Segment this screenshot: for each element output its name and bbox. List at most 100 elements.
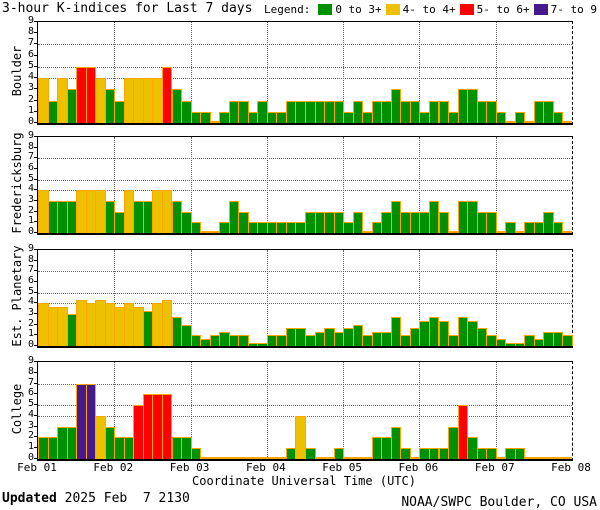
k-bar [247, 457, 258, 459]
day-gridline [114, 137, 116, 233]
y-tick-label: 1 [27, 215, 34, 227]
k-bar [38, 78, 49, 123]
y-tick-label: 6 [27, 162, 34, 173]
k-bar [448, 231, 458, 233]
y-tick-label: 6 [27, 48, 34, 60]
station-label-college: College [10, 383, 24, 434]
k-bar [400, 448, 411, 459]
k-bar [524, 457, 534, 459]
day-gridline [190, 22, 192, 123]
y-tick-label: 1 [27, 441, 34, 453]
legend-item-0: 0 to 3+ [318, 3, 382, 16]
x-tick-label: Feb 02 [93, 461, 134, 474]
threshold-gridline-k7 [38, 44, 572, 46]
k-bar [486, 448, 497, 459]
k-bar [495, 339, 507, 346]
day-gridline [419, 137, 421, 233]
day-gridline [266, 22, 268, 123]
y-tick [34, 168, 37, 169]
y-tick [34, 65, 37, 67]
k-bar [352, 457, 363, 459]
y-tick [34, 447, 37, 449]
x-tick-label: Feb 05 [322, 461, 363, 474]
k-bar [552, 457, 563, 459]
k-bar [562, 457, 572, 459]
y-tick [34, 221, 37, 223]
k-bar [362, 231, 372, 233]
k-bar [486, 212, 497, 233]
day-gridline [114, 22, 116, 123]
y-tick [34, 361, 37, 362]
y-tick [34, 259, 37, 261]
y-tick [34, 393, 37, 395]
k-bar [562, 231, 572, 233]
x-tick-label: Feb 06 [398, 461, 439, 474]
threshold-gridline-k5 [38, 66, 572, 68]
threshold-gridline-k7 [38, 158, 572, 160]
k-bar [505, 121, 515, 123]
k-bar [524, 121, 534, 123]
x-tick-label: Feb 03 [169, 461, 210, 474]
k-bar [352, 212, 364, 233]
y-tick [34, 334, 37, 336]
y-tick [34, 32, 37, 34]
y-tick-label: 0 [27, 226, 34, 237]
y-tick [34, 404, 37, 406]
y-tick [34, 99, 37, 101]
day-gridline [495, 22, 497, 123]
k-bar [190, 222, 202, 233]
k-bar [238, 335, 249, 346]
y-tick [34, 425, 37, 427]
threshold-gridline-k7 [38, 271, 572, 273]
y-tick [34, 313, 37, 314]
k-bar [438, 321, 450, 346]
y-tick-label: 0 [27, 339, 34, 350]
day-gridline [343, 137, 345, 233]
legend-swatch-icon [385, 4, 400, 15]
y-tick [34, 110, 37, 112]
y-tick [34, 232, 37, 233]
day-gridline [419, 22, 421, 123]
day-gridline [343, 250, 345, 346]
y-tick-label: 1 [27, 328, 34, 340]
k-bar [209, 457, 220, 459]
day-gridline [419, 362, 421, 459]
y-tick-label: 7 [27, 37, 34, 49]
k-bar [333, 448, 345, 459]
legend-item-1: 4- to 4+ [385, 3, 456, 16]
day-gridline [343, 362, 345, 459]
legend-item-label: 4- to 4+ [402, 3, 456, 16]
k-bar [514, 231, 525, 233]
legend-item-2: 5- to 6+ [459, 3, 530, 16]
k-bar [228, 457, 239, 459]
day-gridline [190, 137, 192, 233]
threshold-gridline-k4 [38, 190, 572, 192]
y-tick [34, 54, 37, 56]
day-gridline [190, 250, 192, 346]
day-gridline [343, 22, 345, 123]
legend-item-3: 7- to 9 [533, 3, 597, 16]
legend-items: 0 to 3+ 4- to 4+ 5- to 6+ 7- to 9 [314, 3, 597, 16]
y-tick-label: 4 [27, 71, 34, 83]
x-axis-title: Coordinate Universal Time (UTC) [192, 474, 416, 488]
y-tick-label: 4 [27, 296, 34, 308]
y-tick-label: 8 [27, 140, 34, 152]
y-tick-label: 9 [27, 130, 34, 141]
footer-credit: NOAA/SWPC Boulder, CO USA [401, 495, 597, 510]
y-tick-label: 5 [27, 398, 34, 410]
day-gridline [495, 362, 497, 459]
k-bar [200, 457, 210, 459]
k-bar [390, 427, 402, 459]
y-tick [34, 291, 37, 293]
y-tick-label: 3 [27, 419, 34, 431]
threshold-gridline-k5 [38, 405, 572, 407]
x-tick-label: Feb 01 [17, 461, 57, 474]
y-tick-label: 7 [27, 151, 34, 163]
y-tick-label: 1 [27, 104, 34, 116]
panel-plot-2 [37, 249, 573, 348]
y-tick [34, 146, 37, 148]
y-tick [34, 345, 37, 346]
day-gridline [190, 362, 192, 459]
footer-updated: Updated 2025 Feb 7 2130 [2, 491, 190, 506]
